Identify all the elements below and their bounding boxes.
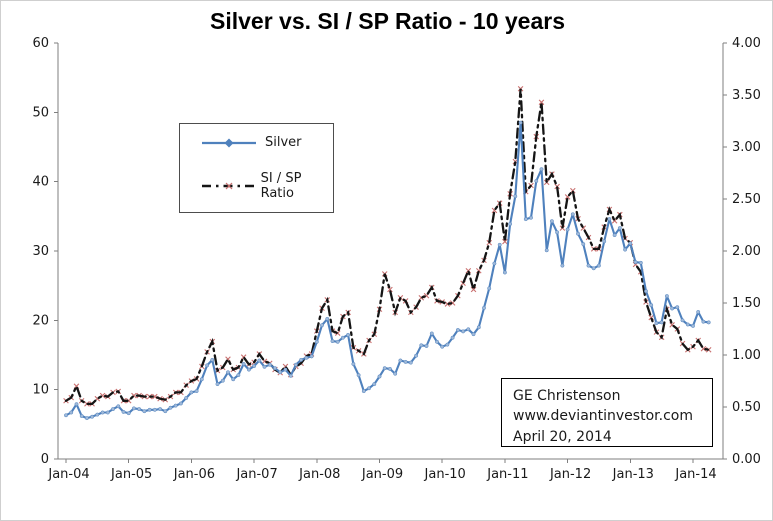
svg-text:50: 50	[32, 105, 49, 120]
svg-text:1.00: 1.00	[732, 348, 761, 363]
svg-text:3.00: 3.00	[732, 140, 761, 155]
annotation-box: GE Christenson www.deviantinvestor.com A…	[501, 378, 713, 447]
svg-text:0.00: 0.00	[732, 452, 761, 467]
svg-text:60: 60	[32, 36, 49, 51]
svg-text:Jan-12: Jan-12	[549, 467, 591, 482]
svg-text:Jan-04: Jan-04	[47, 467, 89, 482]
annotation-author: GE Christenson	[513, 388, 621, 404]
svg-text:40: 40	[32, 175, 49, 190]
svg-text:0.50: 0.50	[732, 400, 761, 415]
svg-text:4.00: 4.00	[732, 36, 761, 51]
svg-text:30: 30	[32, 244, 49, 259]
legend-item-ratio: SI / SP Ratio	[200, 171, 333, 201]
svg-text:Jan-13: Jan-13	[612, 467, 654, 482]
ratio-line-glyph	[202, 182, 254, 190]
svg-text:Jan-10: Jan-10	[424, 467, 466, 482]
svg-text:Jan-07: Jan-07	[235, 467, 277, 482]
silver-line-glyph	[202, 138, 256, 147]
svg-text:1.50: 1.50	[732, 296, 761, 311]
svg-text:0: 0	[41, 452, 49, 467]
annotation-website: www.deviantinvestor.com	[513, 408, 693, 425]
svg-text:20: 20	[32, 313, 49, 328]
svg-text:Jan-14: Jan-14	[674, 467, 716, 482]
legend-item-silver: Silver	[200, 135, 333, 150]
svg-text:Jan-08: Jan-08	[298, 467, 340, 482]
annotation-date: April 20, 2014	[513, 428, 612, 445]
svg-text:Jan-05: Jan-05	[110, 467, 152, 482]
svg-text:2.50: 2.50	[732, 192, 761, 207]
legend: Silver SI / SP Ratio	[179, 123, 334, 213]
svg-text:Jan-06: Jan-06	[173, 467, 215, 482]
legend-label-ratio: SI / SP Ratio	[260, 171, 302, 201]
svg-text:Jan-09: Jan-09	[361, 467, 403, 482]
svg-text:2.00: 2.00	[732, 244, 761, 259]
legend-label-silver: Silver	[265, 135, 302, 150]
chart-title: Silver vs. SI / SP Ratio - 10 years	[210, 8, 565, 34]
svg-text:3.50: 3.50	[732, 88, 761, 103]
svg-text:Jan-11: Jan-11	[486, 467, 528, 482]
svg-text:10: 10	[32, 383, 49, 398]
